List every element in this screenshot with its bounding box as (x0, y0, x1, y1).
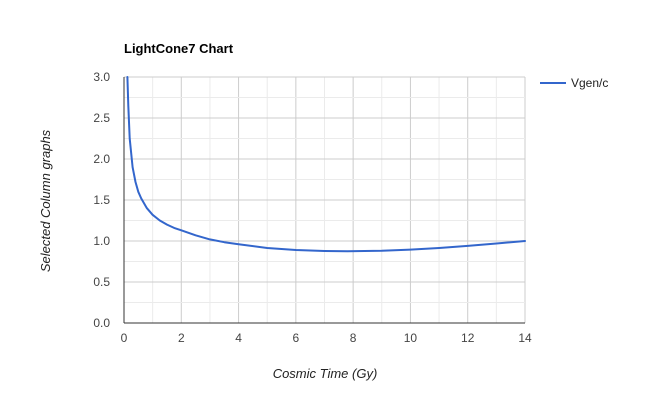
x-tick-label: 12 (461, 331, 475, 345)
legend-label: Vgen/c (571, 76, 608, 90)
x-tick-label: 4 (235, 331, 242, 345)
y-tick-label: 1.5 (93, 193, 110, 207)
y-tick-label: 2.0 (93, 152, 110, 166)
y-tick-label: 1.0 (93, 234, 110, 248)
y-axis-title: Selected Column graphs (38, 129, 53, 272)
grid (123, 76, 526, 324)
y-tick-label: 3.0 (93, 70, 110, 84)
y-tick-labels: 0.0 0.5 1.0 1.5 2.0 2.5 3.0 (93, 70, 110, 330)
y-tick-label: 0.5 (93, 275, 110, 289)
chart-title: LightCone7 Chart (124, 41, 234, 56)
x-tick-label: 6 (293, 331, 300, 345)
x-tick-label: 10 (404, 331, 418, 345)
series-lines (126, 76, 526, 253)
legend: Vgen/c (540, 76, 608, 90)
series-line-vgen-c (126, 76, 526, 253)
x-tick-labels: 0 2 4 6 8 10 12 14 (121, 331, 532, 345)
x-tick-label: 0 (121, 331, 128, 345)
x-tick-label: 8 (350, 331, 357, 345)
x-tick-label: 14 (518, 331, 532, 345)
x-axis-title: Cosmic Time (Gy) (273, 366, 378, 381)
y-tick-label: 0.0 (93, 316, 110, 330)
y-tick-label: 2.5 (93, 111, 110, 125)
x-tick-label: 2 (178, 331, 185, 345)
